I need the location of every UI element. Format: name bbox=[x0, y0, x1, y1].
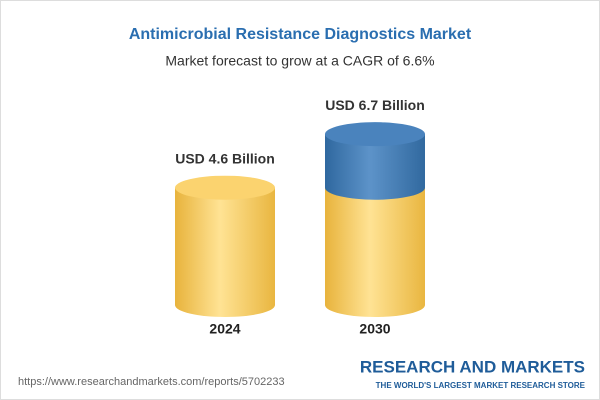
chart-subtitle: Market forecast to grow at a CAGR of 6.6… bbox=[165, 53, 434, 69]
category-label: 2024 bbox=[209, 321, 240, 337]
cylinder-top bbox=[175, 175, 275, 200]
cylinder-top bbox=[325, 122, 425, 147]
value-label: USD 6.7 Billion bbox=[325, 97, 425, 113]
chart-title: Antimicrobial Resistance Diagnostics Mar… bbox=[129, 26, 472, 43]
category-label: 2030 bbox=[359, 321, 390, 337]
cylinder-growth-segment bbox=[325, 134, 425, 200]
source-url: https://www.researchandmarkets.com/repor… bbox=[18, 376, 285, 388]
brand: RESEARCH AND MARKETS bbox=[360, 357, 585, 376]
cylinder-base-segment bbox=[325, 187, 425, 317]
cylinder-body bbox=[175, 187, 275, 317]
value-label: USD 4.6 Billion bbox=[175, 150, 275, 166]
tagline: THE WORLD'S LARGEST MARKET RESEARCH STOR… bbox=[376, 381, 586, 390]
